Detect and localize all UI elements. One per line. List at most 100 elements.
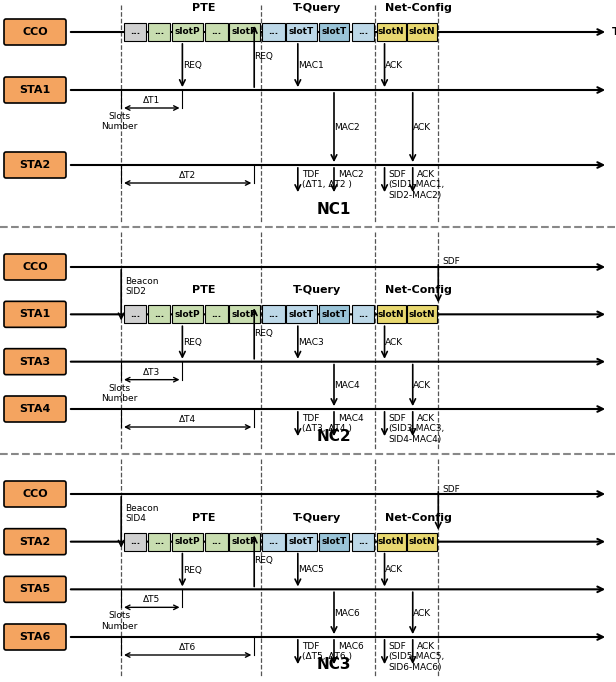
Text: REQ: REQ	[183, 338, 201, 347]
FancyBboxPatch shape	[205, 306, 227, 323]
Text: ...: ...	[269, 310, 278, 318]
FancyBboxPatch shape	[318, 23, 349, 41]
Text: ...: ...	[211, 310, 222, 318]
FancyBboxPatch shape	[318, 533, 349, 550]
Text: ...: ...	[358, 310, 368, 318]
FancyBboxPatch shape	[4, 19, 66, 45]
Text: CCO: CCO	[22, 27, 48, 37]
Text: ACK: ACK	[385, 338, 403, 347]
Text: ...: ...	[154, 310, 164, 318]
Text: slotP: slotP	[232, 537, 257, 546]
Text: slotN: slotN	[409, 537, 436, 546]
Text: ...: ...	[269, 27, 278, 37]
Text: ...: ...	[130, 310, 140, 318]
FancyBboxPatch shape	[262, 23, 285, 41]
FancyBboxPatch shape	[352, 533, 374, 550]
FancyBboxPatch shape	[205, 23, 227, 41]
Text: slotT: slotT	[322, 310, 347, 318]
FancyBboxPatch shape	[124, 23, 146, 41]
Text: REQ: REQ	[183, 565, 201, 574]
Text: slotT: slotT	[289, 537, 314, 546]
Text: Slots
Number: Slots Number	[101, 384, 137, 403]
Text: slotN: slotN	[378, 27, 405, 37]
Text: MAC3: MAC3	[298, 338, 324, 347]
Text: T-Query: T-Query	[293, 3, 341, 13]
Text: ACK: ACK	[413, 123, 431, 132]
Text: TDF
(ΔT1, ΔT2 ): TDF (ΔT1, ΔT2 )	[302, 170, 352, 190]
Text: ...: ...	[211, 27, 222, 37]
Text: MAC2: MAC2	[334, 123, 360, 132]
Text: STA2: STA2	[19, 160, 51, 170]
Text: SDF
(SID3-MAC3,
SID4-MAC4): SDF (SID3-MAC3, SID4-MAC4)	[389, 414, 445, 444]
Text: SDF
(SID1-MAC1,
SID2-MAC2): SDF (SID1-MAC1, SID2-MAC2)	[389, 170, 445, 200]
FancyBboxPatch shape	[352, 306, 374, 323]
FancyBboxPatch shape	[229, 533, 260, 550]
Text: Net-Config: Net-Config	[384, 285, 452, 295]
FancyBboxPatch shape	[4, 576, 66, 602]
Text: STA3: STA3	[20, 357, 51, 367]
Text: ACK: ACK	[417, 414, 435, 423]
Text: slotT: slotT	[322, 537, 347, 546]
Text: ...: ...	[130, 27, 140, 37]
FancyBboxPatch shape	[148, 23, 170, 41]
Text: T-Query: T-Query	[293, 285, 341, 295]
Text: ...: ...	[358, 27, 368, 37]
Text: NC1: NC1	[317, 202, 351, 217]
Text: slotP: slotP	[175, 27, 201, 37]
Text: ΔT3: ΔT3	[143, 368, 160, 376]
FancyBboxPatch shape	[407, 306, 437, 323]
Text: NC2: NC2	[317, 429, 351, 444]
Text: SDF
(SID5-MAC5,
SID6-MAC6): SDF (SID5-MAC5, SID6-MAC6)	[389, 642, 445, 672]
Text: slotT: slotT	[322, 27, 347, 37]
Text: STA6: STA6	[19, 632, 51, 642]
Text: ...: ...	[154, 27, 164, 37]
Text: ACK: ACK	[417, 170, 435, 179]
Text: MAC6: MAC6	[338, 642, 364, 651]
Text: ...: ...	[358, 537, 368, 546]
FancyBboxPatch shape	[376, 306, 406, 323]
FancyBboxPatch shape	[229, 306, 260, 323]
Text: slotN: slotN	[378, 310, 405, 318]
Text: MAC4: MAC4	[334, 381, 360, 390]
Text: STA2: STA2	[19, 537, 51, 547]
FancyBboxPatch shape	[205, 533, 227, 550]
FancyBboxPatch shape	[318, 306, 349, 323]
Text: ΔT4: ΔT4	[179, 415, 197, 424]
Text: slotN: slotN	[409, 310, 436, 318]
FancyBboxPatch shape	[4, 152, 66, 178]
FancyBboxPatch shape	[4, 301, 66, 327]
Text: ΔT6: ΔT6	[179, 643, 197, 652]
Text: ΔT1: ΔT1	[143, 96, 160, 105]
Text: REQ: REQ	[254, 557, 274, 565]
Text: Net-Config: Net-Config	[384, 3, 452, 13]
Text: ACK: ACK	[385, 565, 403, 574]
FancyBboxPatch shape	[229, 23, 260, 41]
Text: T: T	[612, 27, 616, 37]
FancyBboxPatch shape	[376, 533, 406, 550]
FancyBboxPatch shape	[4, 529, 66, 554]
Text: Net-Config: Net-Config	[384, 513, 452, 522]
Text: slotP: slotP	[232, 310, 257, 318]
Text: Beacon
SID4: Beacon SID4	[125, 504, 159, 523]
Text: T-Query: T-Query	[293, 513, 341, 522]
FancyBboxPatch shape	[172, 533, 203, 550]
FancyBboxPatch shape	[4, 624, 66, 650]
Text: SDF: SDF	[442, 258, 460, 267]
Text: STA5: STA5	[20, 584, 51, 594]
Text: ...: ...	[211, 537, 222, 546]
Text: REQ: REQ	[254, 329, 274, 338]
FancyBboxPatch shape	[124, 533, 146, 550]
Text: TDF
(ΔT5, ΔT6 ): TDF (ΔT5, ΔT6 )	[302, 642, 352, 662]
Text: STA1: STA1	[19, 85, 51, 95]
FancyBboxPatch shape	[172, 306, 203, 323]
FancyBboxPatch shape	[286, 306, 317, 323]
Text: CCO: CCO	[22, 489, 48, 499]
Text: CCO: CCO	[22, 262, 48, 272]
FancyBboxPatch shape	[286, 533, 317, 550]
Text: NC3: NC3	[317, 657, 351, 672]
FancyBboxPatch shape	[124, 306, 146, 323]
FancyBboxPatch shape	[352, 23, 374, 41]
Text: ...: ...	[130, 537, 140, 546]
FancyBboxPatch shape	[4, 349, 66, 374]
Text: PTE: PTE	[192, 285, 216, 295]
